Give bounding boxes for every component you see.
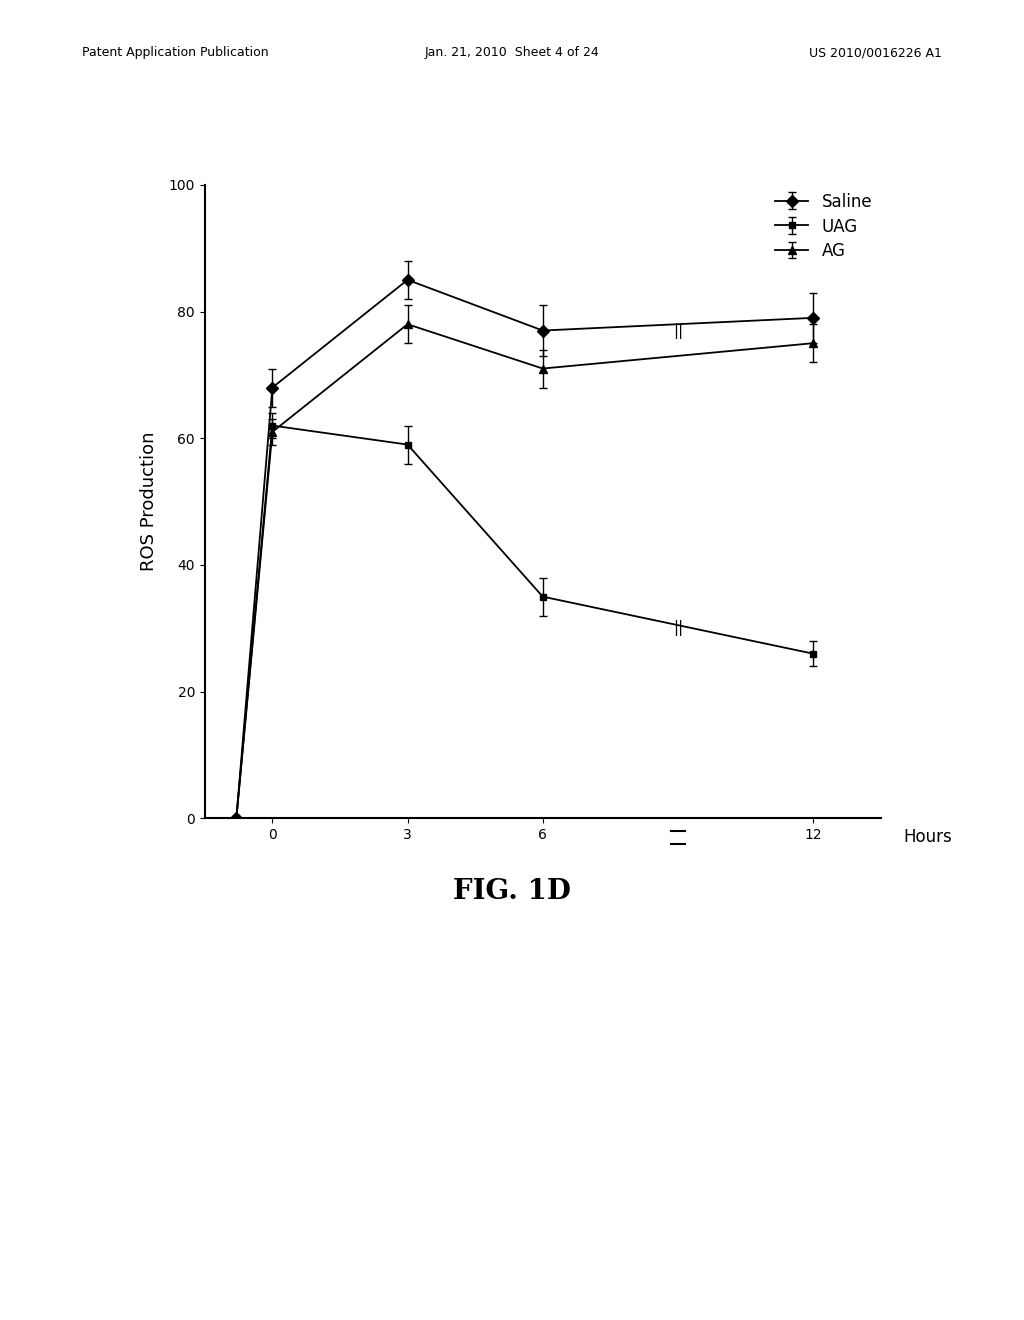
Legend: Saline, UAG, AG: Saline, UAG, AG <box>775 193 872 260</box>
Text: Hours: Hours <box>903 829 952 846</box>
Text: US 2010/0016226 A1: US 2010/0016226 A1 <box>809 46 942 59</box>
Text: Patent Application Publication: Patent Application Publication <box>82 46 268 59</box>
Text: Jan. 21, 2010  Sheet 4 of 24: Jan. 21, 2010 Sheet 4 of 24 <box>425 46 599 59</box>
Y-axis label: ROS Production: ROS Production <box>139 432 158 572</box>
Text: FIG. 1D: FIG. 1D <box>453 878 571 904</box>
Text: ||: || <box>673 322 683 338</box>
Text: ||: || <box>673 620 683 636</box>
